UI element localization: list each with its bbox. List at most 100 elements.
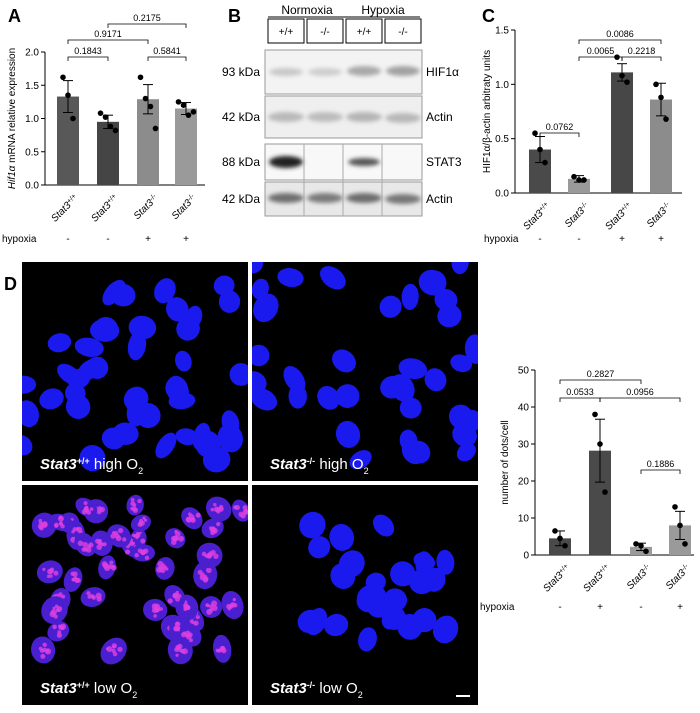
data-point [581,177,587,183]
rna-dot [212,605,218,611]
rna-dot [112,645,116,649]
hypoxia-sign: - [66,234,69,245]
rna-dot [181,648,188,655]
size-label: 88 kDa [222,155,260,169]
data-point [60,74,66,81]
hypoxia-label: hypoxia [2,234,37,245]
y-axis-label: Hif1α mRNA relative expression [7,48,18,189]
rna-dot [132,506,137,512]
scale-bar [456,695,470,697]
lane-box [306,18,344,44]
subscript: 2 [358,690,363,700]
significance-bracket [67,56,109,61]
bar [97,121,119,185]
genotype: +/+ [77,680,90,690]
data-point [602,489,608,495]
genotype: -/- [579,200,589,210]
nucleus [22,400,39,428]
bar [611,72,633,193]
nucleus [379,295,402,318]
p-value: 0.1886 [647,459,675,469]
data-point [597,441,603,447]
hypoxia-sign: - [577,234,580,245]
rna-dot [195,512,201,518]
rna-dot [154,607,160,613]
rna-dot [38,518,43,523]
subscript: 2 [138,466,143,476]
rna-dot [82,541,88,548]
x-tick-label: Stat3+/+ [603,201,635,233]
italic: Hif1α [7,165,18,189]
gene: Stat3 [270,680,307,697]
rna-dot [57,630,62,635]
nucleus [77,358,102,381]
data-point [571,173,577,180]
significance-bracket [559,397,601,402]
hypoxia-sign: + [183,234,189,245]
rna-dot [70,571,75,576]
rna-dot [109,560,114,565]
nucleus [398,358,428,380]
nucleus [332,349,356,373]
micrograph: Stat3-/- high O2 [252,262,478,481]
data-point [537,146,543,153]
significance-bracket [539,132,580,137]
x-tick-label: Stat3+/+ [541,563,573,595]
rna-dot [88,542,94,548]
bar [589,450,611,555]
rna-dot [111,648,116,653]
p-value: 0.0065 [587,46,615,56]
y-tick-label: 0.0 [495,189,509,200]
data-point [653,81,659,88]
rna-dot [89,507,94,511]
subscript: 2 [364,466,369,476]
nucleus [432,615,459,644]
rna-dot [53,570,59,576]
protein-label: HIF1α [426,65,459,79]
rna-dot [102,542,107,547]
nucleus [329,523,355,551]
genotype: -/- [148,192,158,202]
size-label: 42 kDa [222,110,260,124]
protein-label: Actin [426,110,453,124]
rna-dot [85,547,92,553]
rna-dot [156,566,163,573]
p-value: 0.2827 [587,369,615,379]
significance-bracket [621,56,662,61]
band [386,66,420,76]
nucleus [89,319,120,342]
subscript: 2 [132,690,137,700]
rna-dot [175,621,179,626]
genotype-label: -/- [398,27,407,38]
y-tick-label: 40 [518,403,530,414]
hypoxia-sign: - [538,234,541,245]
micrograph-label: Stat3-/- low O2 [270,680,363,700]
y-tick-label: 20 [518,477,530,488]
text: HIF1α/β-actin arbitraty units [482,50,493,173]
data-point [557,535,563,542]
nucleus [22,435,33,456]
x-tick-label: Stat3-/- [644,200,674,230]
data-point [592,411,598,418]
rna-dot [140,550,146,556]
data-point [633,541,639,547]
rna-dot [144,555,150,561]
size-label: 93 kDa [222,65,260,79]
condition: low O [90,680,133,697]
nucleus [390,561,416,587]
genotype: -/- [680,562,690,572]
rna-dot [110,533,116,539]
band [307,112,343,122]
nucleus [277,268,304,288]
band [346,193,382,203]
y-tick-label: 0 [523,551,529,562]
hypoxia-sign: + [619,234,625,245]
band [269,156,303,168]
micrograph: Stat3+/+ high O2 [22,262,248,481]
data-point [624,79,630,85]
band [347,66,381,76]
significance-bracket [67,39,149,44]
panel-label: B [228,6,241,26]
rna-dot [195,615,200,620]
nucleus [319,266,346,290]
